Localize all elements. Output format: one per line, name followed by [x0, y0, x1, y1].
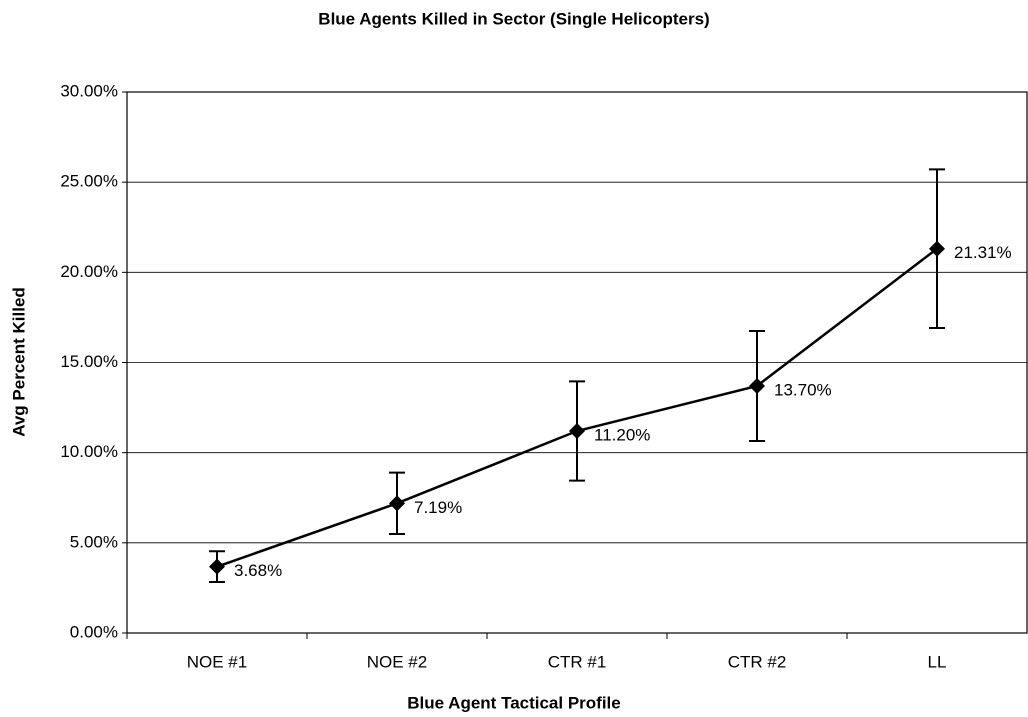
- chart-title: Blue Agents Killed in Sector (Single Hel…: [318, 9, 709, 28]
- y-tick-label: 20.00%: [60, 262, 118, 281]
- data-label: 21.31%: [954, 243, 1012, 262]
- x-tick-label: NOE #2: [367, 652, 427, 671]
- y-axis-label: Avg Percent Killed: [9, 287, 28, 437]
- marker: [569, 423, 585, 440]
- data-label: 7.19%: [414, 498, 462, 517]
- data-label: 3.68%: [234, 561, 282, 580]
- y-tick-label: 30.00%: [60, 81, 118, 100]
- y-tick-label: 15.00%: [60, 352, 118, 371]
- x-tick-label: CTR #2: [728, 652, 787, 671]
- data-label: 13.70%: [774, 380, 832, 399]
- y-tick-label: 25.00%: [60, 172, 118, 191]
- plot-frame: [126, 91, 1028, 634]
- x-tick-label: CTR #1: [548, 652, 607, 671]
- data-label: 11.20%: [594, 426, 650, 445]
- marker: [749, 377, 765, 394]
- x-tick-label: LL: [928, 652, 947, 671]
- marker: [209, 558, 225, 575]
- y-tick-label: 10.00%: [60, 442, 118, 461]
- x-tick-label: NOE #1: [187, 652, 247, 671]
- marker: [929, 240, 945, 257]
- y-tick-label: 0.00%: [70, 622, 118, 641]
- marker: [389, 495, 405, 512]
- y-tick-label: 5.00%: [70, 532, 118, 551]
- x-axis-label: Blue Agent Tactical Profile: [407, 693, 621, 712]
